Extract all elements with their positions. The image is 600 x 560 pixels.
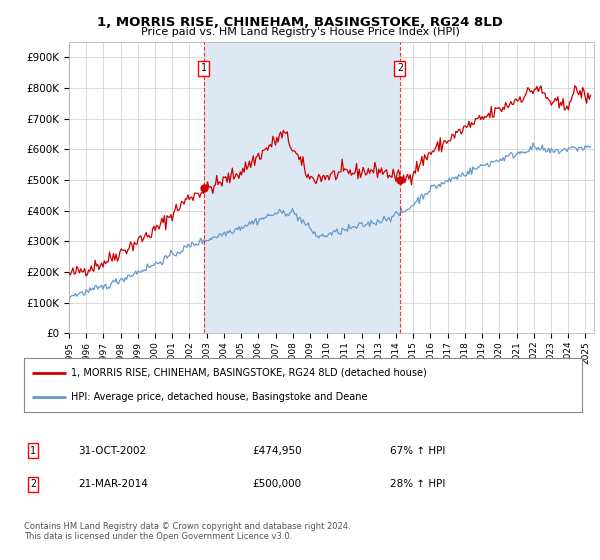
Text: 1: 1: [30, 446, 36, 456]
Text: 31-OCT-2002: 31-OCT-2002: [78, 446, 146, 456]
Text: 1: 1: [201, 63, 207, 73]
Text: Contains HM Land Registry data © Crown copyright and database right 2024.
This d: Contains HM Land Registry data © Crown c…: [24, 522, 350, 542]
Text: 67% ↑ HPI: 67% ↑ HPI: [390, 446, 445, 456]
Text: £474,950: £474,950: [252, 446, 302, 456]
Bar: [204, 42, 400, 333]
Text: HPI: Average price, detached house, Basingstoke and Deane: HPI: Average price, detached house, Basi…: [71, 392, 368, 402]
Text: 28% ↑ HPI: 28% ↑ HPI: [390, 479, 445, 489]
Text: 2: 2: [30, 479, 36, 489]
Text: 2: 2: [397, 63, 403, 73]
Text: 1, MORRIS RISE, CHINEHAM, BASINGSTOKE, RG24 8LD: 1, MORRIS RISE, CHINEHAM, BASINGSTOKE, R…: [97, 16, 503, 29]
Text: £500,000: £500,000: [252, 479, 301, 489]
Text: 21-MAR-2014: 21-MAR-2014: [78, 479, 148, 489]
Text: 1, MORRIS RISE, CHINEHAM, BASINGSTOKE, RG24 8LD (detached house): 1, MORRIS RISE, CHINEHAM, BASINGSTOKE, R…: [71, 368, 427, 378]
Text: Price paid vs. HM Land Registry's House Price Index (HPI): Price paid vs. HM Land Registry's House …: [140, 27, 460, 37]
